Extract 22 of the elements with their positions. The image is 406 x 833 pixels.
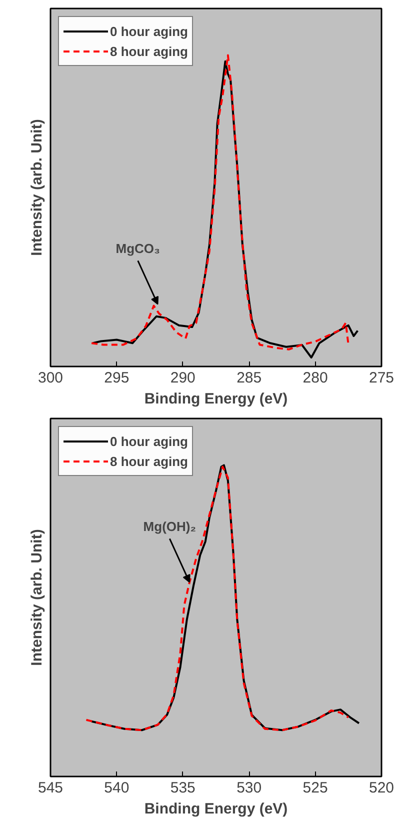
x-axis-title: Binding Energy (eV) [144, 800, 288, 818]
x-tick-label: 535 [170, 780, 196, 796]
legend-label: 0 hour aging [110, 434, 188, 448]
x-tick-label: 280 [302, 370, 328, 386]
x-tick-label: 545 [38, 780, 64, 796]
legend-label: 0 hour aging [110, 24, 188, 38]
x-tick-label: 520 [368, 780, 394, 796]
x-tick-label: 525 [302, 780, 328, 796]
x-tick-label: 540 [104, 780, 130, 796]
x-tick-label: 295 [104, 370, 130, 386]
legend-label: 8 hour aging [110, 454, 188, 468]
legend-label: 8 hour aging [110, 44, 188, 58]
x-axis-title: Binding Energy (eV) [144, 390, 288, 408]
x-tick-label: 285 [236, 370, 262, 386]
y-axis-title: Intensity (arb. Unit) [28, 529, 46, 666]
x-tick-label: 300 [38, 370, 64, 386]
annotation: MgCO₃ [116, 240, 160, 256]
annotation: Mg(OH)₂ [143, 518, 196, 534]
x-tick-label: 275 [368, 370, 394, 386]
y-axis-title: Intensity (arb. Unit) [28, 119, 46, 256]
x-tick-label: 290 [170, 370, 196, 386]
x-tick-label: 530 [236, 780, 262, 796]
